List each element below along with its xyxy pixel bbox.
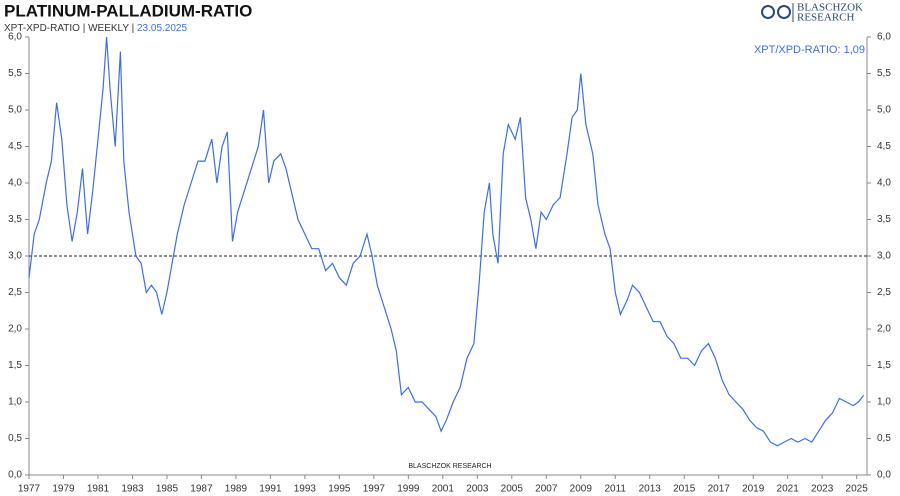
y-tick-label: 4,0 — [8, 178, 22, 189]
x-tick-label: 1999 — [397, 484, 420, 495]
y-tick-label: 1,5 — [8, 360, 22, 371]
x-tick-label: 1983 — [121, 484, 144, 495]
x-tick-label: 1981 — [87, 484, 110, 495]
y-tick-label: 6,0 — [8, 32, 22, 43]
y-tick-label: 5,0 — [8, 105, 22, 116]
x-tick-label: 2025 — [846, 484, 869, 495]
logo-text: BLASCHZOK — [797, 2, 863, 14]
x-tick-label: 2011 — [604, 484, 626, 495]
y-tick-label: 1,0 — [8, 397, 22, 408]
y-tick-label: 0,5 — [877, 433, 891, 444]
x-tick-label: 2017 — [708, 484, 731, 495]
y-tick-label: 6,0 — [877, 32, 891, 43]
y-tick-label: 1,0 — [877, 397, 891, 408]
x-tick-label: 2019 — [742, 484, 765, 495]
x-tick-label: 1995 — [328, 484, 351, 495]
annotation: XPT/XPD-RATIO: 1,09 — [754, 44, 865, 56]
x-tick-label: 2001 — [432, 484, 455, 495]
y-tick-label: 4,5 — [877, 141, 891, 152]
subtitle-text: XPT-XPD-RATIO | WEEKLY | — [4, 23, 137, 34]
chart-title: PLATINUM-PALLADIUM-RATIO — [4, 1, 252, 20]
y-tick-label: 1,5 — [877, 360, 891, 371]
x-tick-label: 1993 — [294, 484, 317, 495]
y-tick-label: 4,0 — [877, 178, 891, 189]
watermark: BLASCHZOK RESEARCH — [408, 463, 491, 470]
logo: BLASCHZOK RESEARCH — [761, 2, 863, 24]
logo-icon — [761, 5, 775, 19]
x-tick-label: 1979 — [52, 484, 75, 495]
x-tick-label: 1989 — [225, 484, 248, 495]
x-tick-label: 1985 — [156, 484, 179, 495]
subtitle: XPT-XPD-RATIO | WEEKLY | 23.05.2025 — [4, 23, 187, 34]
x-tick-label: 2023 — [811, 484, 834, 495]
y-tick-label: 0,0 — [877, 470, 891, 481]
x-tick-label: 2021 — [777, 484, 800, 495]
y-tick-label: 3,5 — [8, 214, 22, 225]
x-tick-label: 1977 — [18, 484, 41, 495]
x-tick-label: 2003 — [466, 484, 489, 495]
x-tick-label: 2007 — [535, 484, 558, 495]
y-tick-label: 2,5 — [877, 287, 891, 298]
y-tick-label: 5,0 — [877, 105, 891, 116]
x-tick-label: 2015 — [673, 484, 696, 495]
logo-icon — [777, 5, 791, 19]
y-tick-label: 5,5 — [8, 68, 22, 79]
y-tick-label: 3,5 — [877, 214, 891, 225]
x-tick-label: 2013 — [639, 484, 662, 495]
x-tick-label: 1997 — [363, 484, 386, 495]
y-tick-label: 3,0 — [8, 251, 22, 262]
x-tick-label: 2005 — [501, 484, 524, 495]
y-tick-label: 2,0 — [877, 324, 891, 335]
x-tick-label: 1987 — [190, 484, 213, 495]
y-tick-label: 4,5 — [8, 141, 22, 152]
logo-text: RESEARCH — [797, 12, 855, 24]
date: 23.05.2025 — [137, 23, 187, 34]
y-tick-label: 5,5 — [877, 68, 891, 79]
y-tick-label: 3,0 — [877, 251, 891, 262]
x-tick-label: 2009 — [570, 484, 593, 495]
ratio-line — [28, 36, 865, 447]
y-tick-label: 2,0 — [8, 324, 22, 335]
y-tick-label: 0,0 — [8, 470, 22, 481]
y-tick-label: 2,5 — [8, 287, 22, 298]
y-tick-label: 0,5 — [8, 433, 22, 444]
x-tick-label: 1991 — [259, 484, 282, 495]
